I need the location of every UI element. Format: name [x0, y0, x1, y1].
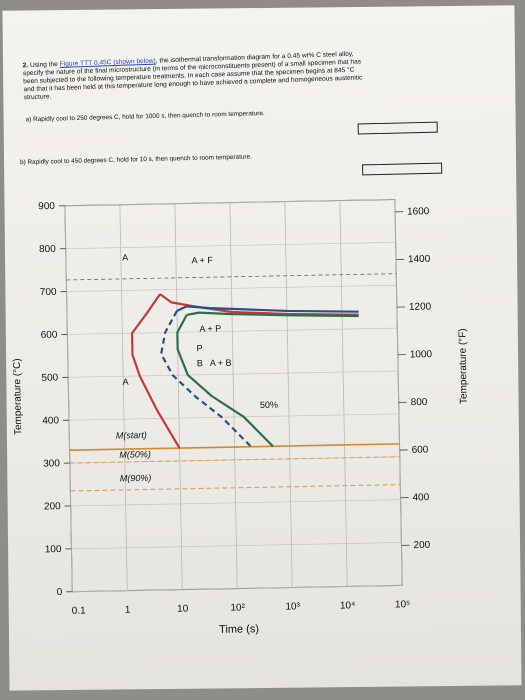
grid-lines [64, 199, 403, 593]
grid-vline [174, 203, 183, 590]
y-tick-label: 200 [44, 501, 61, 512]
y2-axis-label: Temperature (°F) [457, 328, 469, 404]
region-label: B [197, 358, 203, 368]
y-tick-label: 900 [38, 201, 55, 212]
y-tick-label: 700 [40, 287, 57, 298]
y2-tick-label: 1000 [410, 349, 433, 360]
chart-annotation: 50% [260, 400, 278, 410]
x-tick-label: 1 [125, 605, 131, 616]
grid-hline [68, 370, 399, 378]
x-tick-label: 10² [230, 602, 245, 613]
grid-vline [394, 199, 403, 586]
grid-hline [70, 499, 401, 507]
y2-tick-label: 1200 [409, 301, 432, 312]
x-tick-label: 10³ [285, 601, 300, 612]
y-tick-label: 100 [45, 544, 62, 555]
y2-tick-label: 400 [412, 492, 429, 503]
region-label: A + B [210, 358, 232, 368]
chart-annotation: M(start) [116, 430, 147, 441]
grid-vline [229, 202, 238, 589]
y-tick-label: 500 [41, 372, 58, 383]
y-tick-label: 600 [41, 330, 58, 341]
x-tick-label: 10⁵ [395, 599, 410, 610]
x-tick-label: 10 [177, 603, 189, 614]
start-curve-lower [176, 314, 274, 448]
grid-hline [68, 413, 399, 421]
x-axis-label: Time (s) [219, 623, 259, 636]
x-tick-label: 0.1 [72, 605, 87, 616]
region-label: A + P [199, 323, 221, 333]
y-tick-label: 800 [39, 244, 56, 255]
y-tick-label: 0 [57, 587, 63, 598]
y2-tick-label: 800 [411, 397, 428, 408]
grid-hline [67, 327, 398, 335]
region-label: P [196, 343, 202, 353]
region-label: A [122, 377, 128, 387]
grid-vline [284, 201, 293, 588]
y-tick-label: 400 [42, 415, 59, 426]
martensite-line [69, 456, 400, 464]
grid-hline [66, 284, 397, 292]
start-curve-upper [176, 305, 359, 313]
grid-hline [72, 585, 403, 593]
x-tick-label: 10⁴ [340, 600, 356, 611]
start-curve-lower [130, 293, 181, 449]
ttt-diagram: 0.1 1 10 10² 10³ 10⁴ 10⁵ 0 100 200 300 400 500 600 700… [12, 198, 470, 636]
y-axis-label: Temperature (°C) [12, 358, 24, 435]
grid-hline [71, 542, 402, 550]
chart-annotation: M(50%) [119, 449, 151, 460]
eutectoid-line [66, 273, 397, 281]
y-tick-label: 300 [43, 458, 60, 469]
chart-annotation: M(90%) [120, 473, 152, 484]
grid-vline [339, 200, 348, 587]
region-label: A + F [191, 255, 213, 265]
y2-tick-label: 1400 [408, 254, 431, 265]
grid-hline [65, 241, 396, 250]
worksheet-paper: 2. Using the Figure TTT 0.45C (shown bel… [2, 5, 522, 691]
y2-tick-label: 1600 [407, 206, 430, 217]
grid-hline [64, 199, 395, 207]
grid-vline [64, 205, 73, 592]
y2-tick-label: 600 [412, 445, 429, 456]
grid-vline [119, 204, 128, 591]
region-label: A [122, 252, 128, 262]
start-curve-lower [160, 310, 252, 448]
y2-tick-label: 200 [413, 540, 430, 551]
martensite-line [69, 443, 400, 452]
start-curve-upper [186, 311, 359, 318]
martensite-line [70, 484, 401, 492]
